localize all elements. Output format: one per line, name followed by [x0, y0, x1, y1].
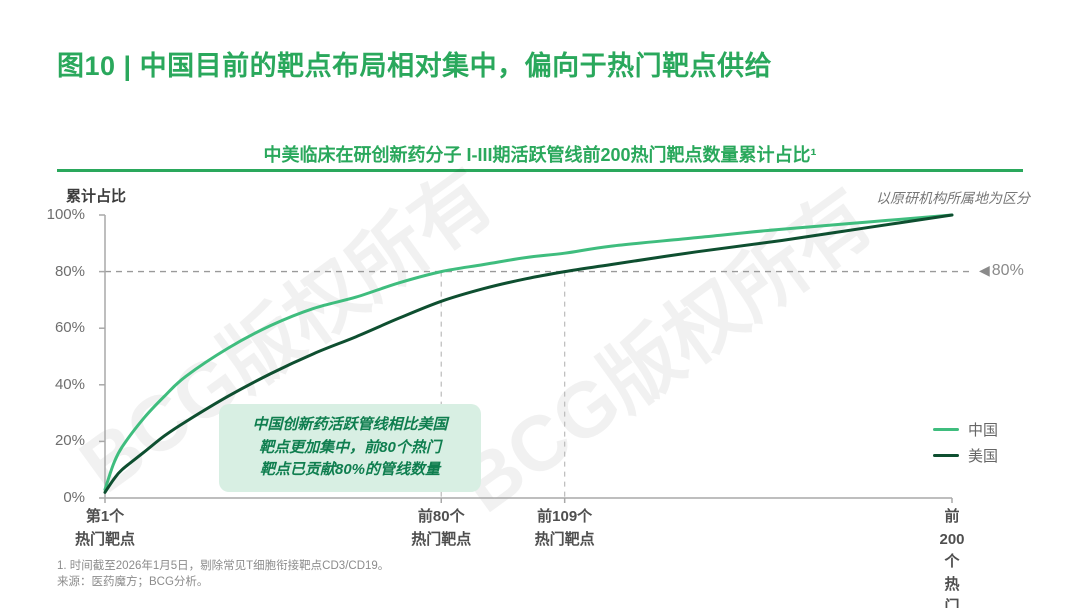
legend-label: 美国: [968, 447, 999, 465]
y-axis-tick-labels: 0% 20% 40% 60% 80% 100%: [35, 206, 95, 506]
y-tick-label: 0%: [63, 489, 85, 506]
y-tick-label: 60%: [54, 319, 85, 337]
chart-note: 以原研机构所属地为区分: [876, 190, 1030, 206]
threshold-value: 80%: [991, 262, 1024, 279]
legend-item: 美国: [933, 442, 998, 468]
x-tick-label: 前200个 热门靶点: [939, 508, 965, 608]
y-tick-label: 80%: [54, 262, 85, 280]
x-axis-tick-labels: 第1个 热门靶点 前80个 热门靶点 前109个 热门靶点 前200个 热门靶点: [75, 506, 965, 608]
footnote-source: 来源：医药魔方；BCG分析。: [57, 576, 209, 588]
y-tick-label: 40%: [54, 375, 85, 393]
x-tick-label: 第1个 热门靶点: [74, 508, 136, 548]
series-line-0: [103, 213, 954, 492]
y-tick-label: 20%: [54, 432, 85, 450]
figure-title: 图10 | 中国目前的靶点布局相对集中，偏向于热门靶点供给: [57, 51, 773, 81]
chart-legend: 中国 美国: [933, 416, 998, 468]
threshold-80pct-label: ◀ 80%: [979, 262, 1024, 280]
left-triangle-icon: ◀: [979, 262, 990, 278]
y-axis-title: 累计占比: [66, 188, 127, 205]
legend-item: 中国: [933, 416, 998, 442]
legend-label: 中国: [968, 421, 999, 439]
legend-line-swatch: [933, 427, 959, 431]
series-line-1: [103, 213, 954, 494]
chart-subtitle: 中美临床在研创新药分子 I-III期活跃管线前200热门靶点数量累计占比¹: [263, 145, 817, 165]
legend-line-swatch: [933, 453, 959, 457]
x-tick-label: 前109个 热门靶点: [534, 508, 595, 548]
line-chart: [99, 213, 973, 503]
y-tick-label: 100%: [46, 206, 85, 223]
x-tick-label: 前80个 热门靶点: [411, 508, 472, 548]
callout-box: 中国创新药活跃管线相比美国 靶点更加集中，前80个热门 靶点已贡献80%的管线数…: [219, 404, 481, 492]
footnote-1: 1. 时间截至2026年1月5日，剔除常见T细胞衔接靶点CD3/CD19。: [57, 560, 390, 572]
green-divider: [57, 169, 1023, 172]
